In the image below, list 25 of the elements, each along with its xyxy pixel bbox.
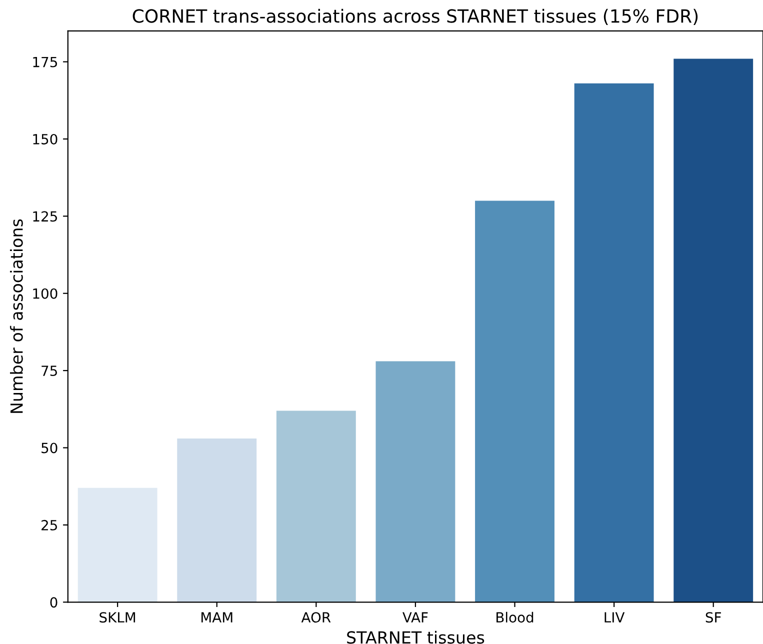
y-tick-label: 25 [42, 520, 57, 530]
x-tick-label: LIV [604, 612, 625, 622]
y-tick-label: 175 [33, 56, 57, 68]
x-tick-label: SKLM [100, 612, 136, 623]
y-tick-label: 50 [42, 442, 58, 454]
x-tick-label: AOR [301, 612, 331, 623]
x-tick-label: Blood [496, 612, 534, 623]
x-tick-label: SF [706, 612, 721, 623]
y-tick-label: 125 [33, 211, 57, 222]
bar [574, 83, 654, 602]
x-tick-label: VAF [402, 612, 428, 622]
x-axis-title: STARNET tissues [347, 630, 484, 644]
bar [177, 438, 257, 602]
x-tick-label: MAM [201, 612, 232, 622]
bar [475, 200, 554, 602]
bar [376, 361, 456, 602]
chart-title: CORNET trans-associations across STARNET tissues (15% FDR) [132, 8, 698, 25]
y-axis-title: Number of associations [10, 219, 23, 413]
bar [78, 488, 158, 602]
y-tick-label: 0 [50, 597, 58, 608]
y-tick-label: 150 [33, 134, 58, 144]
bar [674, 58, 754, 602]
bar [276, 410, 356, 602]
y-tick-label: 100 [33, 288, 58, 299]
y-tick-label: 75 [42, 366, 57, 376]
